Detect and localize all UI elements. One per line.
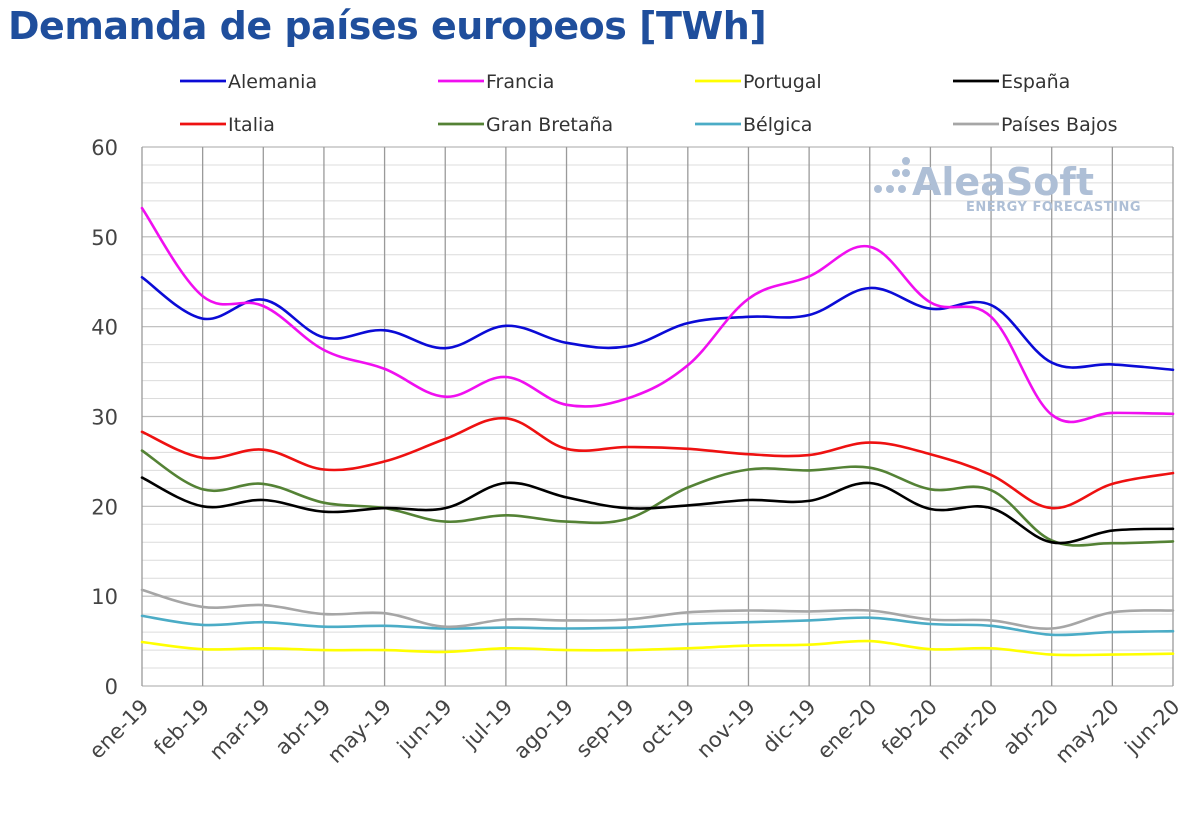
y-tick-label: 60 <box>91 136 118 160</box>
x-tick-label: may-19 <box>323 695 396 768</box>
legend-item-gran-bretana: Gran Bretaña <box>438 114 613 136</box>
legend-item-espana: España <box>953 71 1070 93</box>
x-tick-label: feb-20 <box>877 695 942 760</box>
series-line-alemania <box>140 276 1175 372</box>
x-tick-label: mar-20 <box>933 695 1003 765</box>
watermark-brand: AleaSoft <box>912 160 1094 204</box>
x-tick-label: nov-19 <box>692 695 760 763</box>
x-tick-label: ago-19 <box>509 695 578 764</box>
series-line-francia <box>140 206 1175 424</box>
aleasoft-watermark: AleaSoft ENERGY FORECASTING <box>874 157 1141 215</box>
series-line-gran-bretana <box>140 449 1175 547</box>
series-line-belgica <box>140 614 1175 637</box>
legend-item-portugal: Portugal <box>695 71 822 93</box>
y-tick-label: 40 <box>91 316 118 340</box>
series-line-portugal <box>140 639 1175 657</box>
legend: Alemania Francia Portugal España Italia Gran … <box>180 71 1118 136</box>
legend-label: Bélgica <box>743 114 812 136</box>
x-tick-label: jun-20 <box>1120 695 1185 760</box>
y-tick-label: 20 <box>91 495 118 519</box>
chart-title: Demanda de países europeos [TWh] <box>8 4 767 48</box>
x-tick-label: dic-19 <box>758 695 821 758</box>
grid-layer <box>141 146 1174 687</box>
watermark-tagline: ENERGY FORECASTING <box>966 200 1141 215</box>
y-tick-label: 30 <box>91 406 118 430</box>
x-tick-label: jul-19 <box>458 695 518 755</box>
x-tick-label: oct-19 <box>635 695 699 759</box>
series-line-paises-bajos <box>140 588 1175 630</box>
series-line-espana <box>140 476 1175 545</box>
y-tick-label: 10 <box>91 585 118 609</box>
x-tick-label: ene-20 <box>812 695 881 764</box>
x-tick-label: mar-19 <box>205 695 275 765</box>
legend-label: Gran Bretaña <box>486 114 613 136</box>
legend-item-francia: Francia <box>438 71 554 93</box>
x-tick-label: feb-19 <box>149 695 214 760</box>
legend-label: Italia <box>228 114 275 136</box>
x-tick-label: ene-19 <box>85 695 154 764</box>
series-line-italia <box>140 416 1175 510</box>
legend-label: Países Bajos <box>1001 114 1118 136</box>
legend-label: España <box>1001 71 1070 93</box>
aleasoft-logo-dots-icon <box>874 157 910 193</box>
legend-item-alemania: Alemania <box>180 71 317 93</box>
legend-label: Alemania <box>228 71 317 93</box>
legend-label: Portugal <box>743 71 822 93</box>
x-tick-label: jun-19 <box>392 695 457 760</box>
y-tick-label: 50 <box>91 226 118 250</box>
y-tick-label: 0 <box>105 675 118 699</box>
series-layer <box>140 206 1175 657</box>
legend-item-italia: Italia <box>180 114 275 136</box>
x-tick-label: sep-19 <box>571 695 639 763</box>
legend-item-belgica: Bélgica <box>695 114 812 136</box>
legend-item-paises-bajos: Países Bajos <box>953 114 1118 136</box>
x-tick-label: may-20 <box>1051 695 1124 768</box>
legend-label: Francia <box>486 71 554 93</box>
